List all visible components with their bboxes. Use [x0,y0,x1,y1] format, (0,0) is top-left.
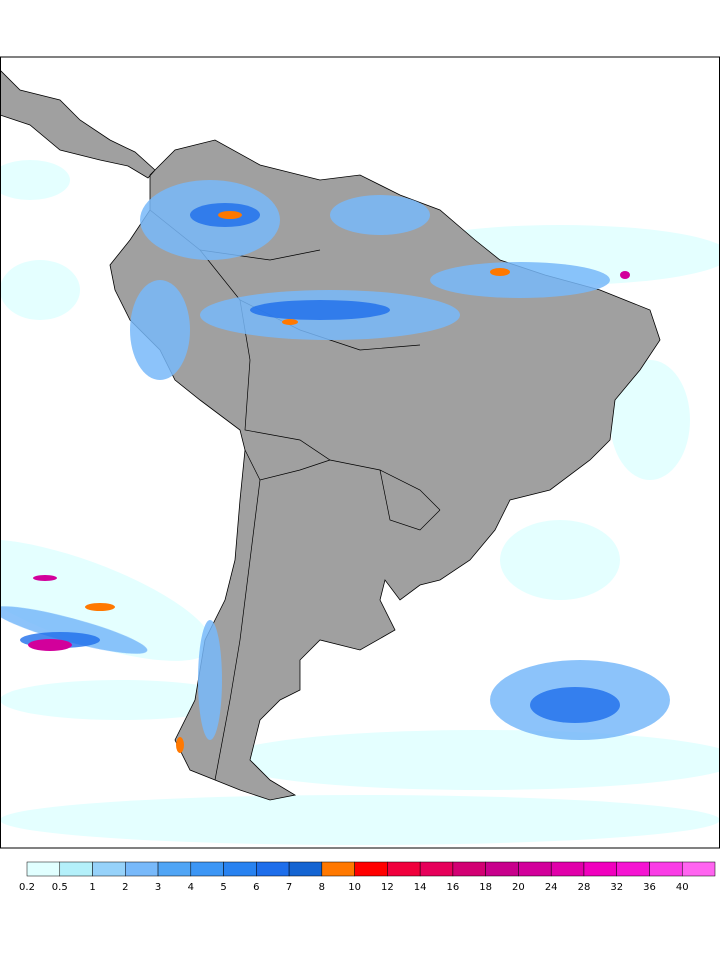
colorbar-swatch [92,861,126,877]
colorbar-label: 8 [319,882,325,893]
colorbar-swatch [616,861,650,877]
colorbar-swatch [321,861,355,877]
colorbar-swatch [354,861,388,877]
colorbar-label: 32 [610,882,623,893]
colorbar-swatch [649,861,683,877]
colorbar-label: 2 [122,882,128,893]
colorbar-label: 0.2 [19,882,35,893]
colorbar-label: 6 [253,882,259,893]
colorbar-swatch [485,861,519,877]
colorbar-swatch [157,861,192,877]
colorbar-swatch [288,861,323,877]
colorbar-swatch [419,861,454,877]
map [0,56,720,849]
colorbar-label: 24 [545,882,558,893]
colorbar-label: 20 [512,882,525,893]
colorbar-label: 36 [643,882,656,893]
colorbar-swatch [387,861,421,877]
colorbar-label: 7 [286,882,292,893]
colorbar-swatch [223,861,257,877]
colorbar-swatch [190,861,224,877]
colorbar-label: 0.5 [52,882,68,893]
colorbar-swatch [681,861,716,877]
precip-extreme [85,211,510,753]
colorbar-label: 40 [676,882,689,893]
colorbar-swatch [452,861,486,877]
precip-light [0,160,720,845]
colorbar-label: 18 [479,882,492,893]
colorbar-swatch [550,861,585,877]
colorbar-label: 14 [414,882,427,893]
colorbar-label: 5 [220,882,226,893]
precip-max [28,271,630,651]
colorbar-swatch [59,861,93,877]
colorbar-swatch [256,861,290,877]
colorbar-label: 1 [89,882,95,893]
colorbar-swatch [125,861,159,877]
colorbar-label: 4 [188,882,194,893]
colorbar: 0.2 0.5 1 2 3 4 5 6 7 8 10 12 14 16 18 20 24 28 32 36 40 [19,861,716,893]
colorbar-swatch [583,861,617,877]
colorbar-swatch [518,861,552,877]
colorbar-label: 3 [155,882,161,893]
colorbar-label: 12 [381,882,394,893]
colorbar-label: 16 [447,882,460,893]
colorbar-label: 28 [578,882,591,893]
colorbar-swatch [26,861,61,877]
colorbar-label: 10 [348,882,361,893]
